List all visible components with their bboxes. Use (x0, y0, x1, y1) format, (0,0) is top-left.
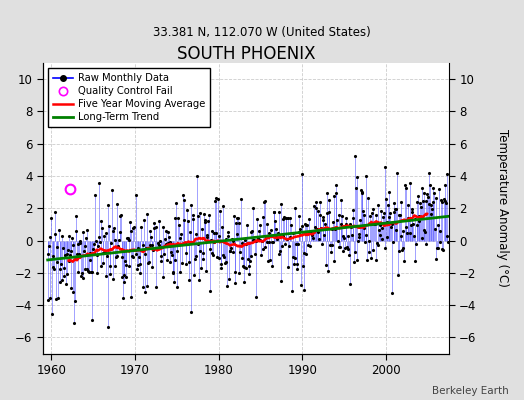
Y-axis label: Temperature Anomaly (°C): Temperature Anomaly (°C) (496, 129, 509, 287)
Text: Berkeley Earth: Berkeley Earth (432, 386, 508, 396)
Legend: Raw Monthly Data, Quality Control Fail, Five Year Moving Average, Long-Term Tren: Raw Monthly Data, Quality Control Fail, … (48, 68, 210, 127)
Text: 33.381 N, 112.070 W (United States): 33.381 N, 112.070 W (United States) (153, 26, 371, 39)
Title: SOUTH PHOENIX: SOUTH PHOENIX (177, 45, 315, 63)
